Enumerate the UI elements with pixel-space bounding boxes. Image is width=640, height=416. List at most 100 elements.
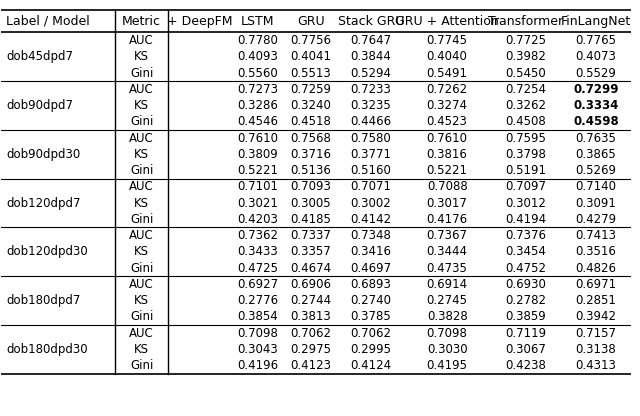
Text: dob90dpd7: dob90dpd7 (6, 99, 74, 112)
Text: 0.5221: 0.5221 (427, 164, 468, 177)
Text: 0.3235: 0.3235 (350, 99, 391, 112)
Text: 0.2744: 0.2744 (291, 294, 332, 307)
Text: 0.6971: 0.6971 (575, 278, 616, 291)
Text: Gini: Gini (130, 310, 154, 323)
Text: 0.3809: 0.3809 (237, 148, 278, 161)
Text: 0.3444: 0.3444 (427, 245, 468, 258)
Text: 0.3138: 0.3138 (575, 343, 616, 356)
Text: 0.3859: 0.3859 (505, 310, 546, 323)
Text: 0.7568: 0.7568 (291, 131, 332, 144)
Text: 0.6914: 0.6914 (427, 278, 468, 291)
Text: 0.6893: 0.6893 (350, 278, 391, 291)
Text: Transformer: Transformer (488, 15, 563, 27)
Text: 0.3240: 0.3240 (291, 99, 332, 112)
Text: Gini: Gini (130, 262, 154, 275)
Text: 0.7254: 0.7254 (505, 83, 546, 96)
Text: 0.4123: 0.4123 (291, 359, 332, 372)
Text: 0.7062: 0.7062 (350, 327, 391, 339)
Text: 0.4697: 0.4697 (350, 262, 391, 275)
Text: KS: KS (134, 343, 149, 356)
Text: 0.7088: 0.7088 (427, 180, 468, 193)
Text: 0.4826: 0.4826 (575, 262, 616, 275)
Text: 0.3982: 0.3982 (505, 50, 546, 63)
Text: 0.4466: 0.4466 (350, 115, 391, 128)
Text: 0.3516: 0.3516 (575, 245, 616, 258)
Text: 0.3357: 0.3357 (291, 245, 332, 258)
Text: 0.3816: 0.3816 (427, 148, 468, 161)
Text: 0.3262: 0.3262 (505, 99, 546, 112)
Text: 0.4725: 0.4725 (237, 262, 278, 275)
Text: Gini: Gini (130, 213, 154, 226)
Text: 0.4598: 0.4598 (573, 115, 619, 128)
Text: 0.7635: 0.7635 (575, 131, 616, 144)
Text: 0.6927: 0.6927 (237, 278, 278, 291)
Text: 0.3433: 0.3433 (237, 245, 278, 258)
Text: 0.5269: 0.5269 (575, 164, 616, 177)
Text: 0.3286: 0.3286 (237, 99, 278, 112)
Text: AUC: AUC (129, 180, 154, 193)
Text: GRU: GRU (297, 15, 324, 27)
Text: AUC: AUC (129, 34, 154, 47)
Text: 0.3416: 0.3416 (350, 245, 391, 258)
Text: KS: KS (134, 294, 149, 307)
Text: GRU + Attention: GRU + Attention (396, 15, 499, 27)
Text: 0.2851: 0.2851 (575, 294, 616, 307)
Text: 0.4041: 0.4041 (291, 50, 332, 63)
Text: 0.5221: 0.5221 (237, 164, 278, 177)
Text: KS: KS (134, 245, 149, 258)
Text: 0.4238: 0.4238 (505, 359, 546, 372)
Text: 0.4518: 0.4518 (291, 115, 332, 128)
Text: AUC: AUC (129, 327, 154, 339)
Text: 0.3844: 0.3844 (350, 50, 391, 63)
Text: Gini: Gini (130, 115, 154, 128)
Text: 0.7259: 0.7259 (291, 83, 332, 96)
Text: 0.2995: 0.2995 (350, 343, 391, 356)
Text: 0.3012: 0.3012 (505, 196, 546, 210)
Text: 0.7101: 0.7101 (237, 180, 278, 193)
Text: 0.3785: 0.3785 (350, 310, 391, 323)
Text: 0.7062: 0.7062 (291, 327, 332, 339)
Text: 0.4523: 0.4523 (427, 115, 468, 128)
Text: 0.3828: 0.3828 (427, 310, 468, 323)
Text: 0.3454: 0.3454 (505, 245, 546, 258)
Text: 0.4674: 0.4674 (291, 262, 332, 275)
Text: 0.4176: 0.4176 (427, 213, 468, 226)
Text: 0.7157: 0.7157 (575, 327, 616, 339)
Text: 0.4195: 0.4195 (427, 359, 468, 372)
Text: 0.3334: 0.3334 (573, 99, 619, 112)
Text: KS: KS (134, 148, 149, 161)
Text: Stack GRU: Stack GRU (337, 15, 404, 27)
Text: 0.3091: 0.3091 (575, 196, 616, 210)
Text: 0.3017: 0.3017 (427, 196, 468, 210)
Text: 0.2745: 0.2745 (427, 294, 468, 307)
Text: 0.7262: 0.7262 (427, 83, 468, 96)
Text: 0.3854: 0.3854 (237, 310, 278, 323)
Text: 0.4194: 0.4194 (505, 213, 546, 226)
Text: 0.7299: 0.7299 (573, 83, 619, 96)
Text: 0.7098: 0.7098 (237, 327, 278, 339)
Text: 0.7595: 0.7595 (505, 131, 546, 144)
Text: dob45dpd7: dob45dpd7 (6, 50, 74, 63)
Text: dob120dpd30: dob120dpd30 (6, 245, 88, 258)
Text: 0.2740: 0.2740 (350, 294, 391, 307)
Text: dob180dpd30: dob180dpd30 (6, 343, 88, 356)
Text: 0.5294: 0.5294 (350, 67, 391, 79)
Text: 0.4093: 0.4093 (237, 50, 278, 63)
Text: 0.3865: 0.3865 (575, 148, 616, 161)
Text: 0.4279: 0.4279 (575, 213, 616, 226)
Text: 0.7337: 0.7337 (291, 229, 332, 242)
Text: Metric: Metric (122, 15, 161, 27)
Text: 0.3813: 0.3813 (291, 310, 332, 323)
Text: 0.2782: 0.2782 (505, 294, 546, 307)
Text: 0.7376: 0.7376 (505, 229, 546, 242)
Text: dob180dpd7: dob180dpd7 (6, 294, 81, 307)
Text: 0.5450: 0.5450 (505, 67, 546, 79)
Text: 0.5513: 0.5513 (291, 67, 332, 79)
Text: 0.5560: 0.5560 (237, 67, 278, 79)
Text: AUC: AUC (129, 278, 154, 291)
Text: 0.7610: 0.7610 (237, 131, 278, 144)
Text: AUC: AUC (129, 83, 154, 96)
Text: 0.7610: 0.7610 (427, 131, 468, 144)
Text: 0.4185: 0.4185 (291, 213, 332, 226)
Text: 0.7745: 0.7745 (427, 34, 468, 47)
